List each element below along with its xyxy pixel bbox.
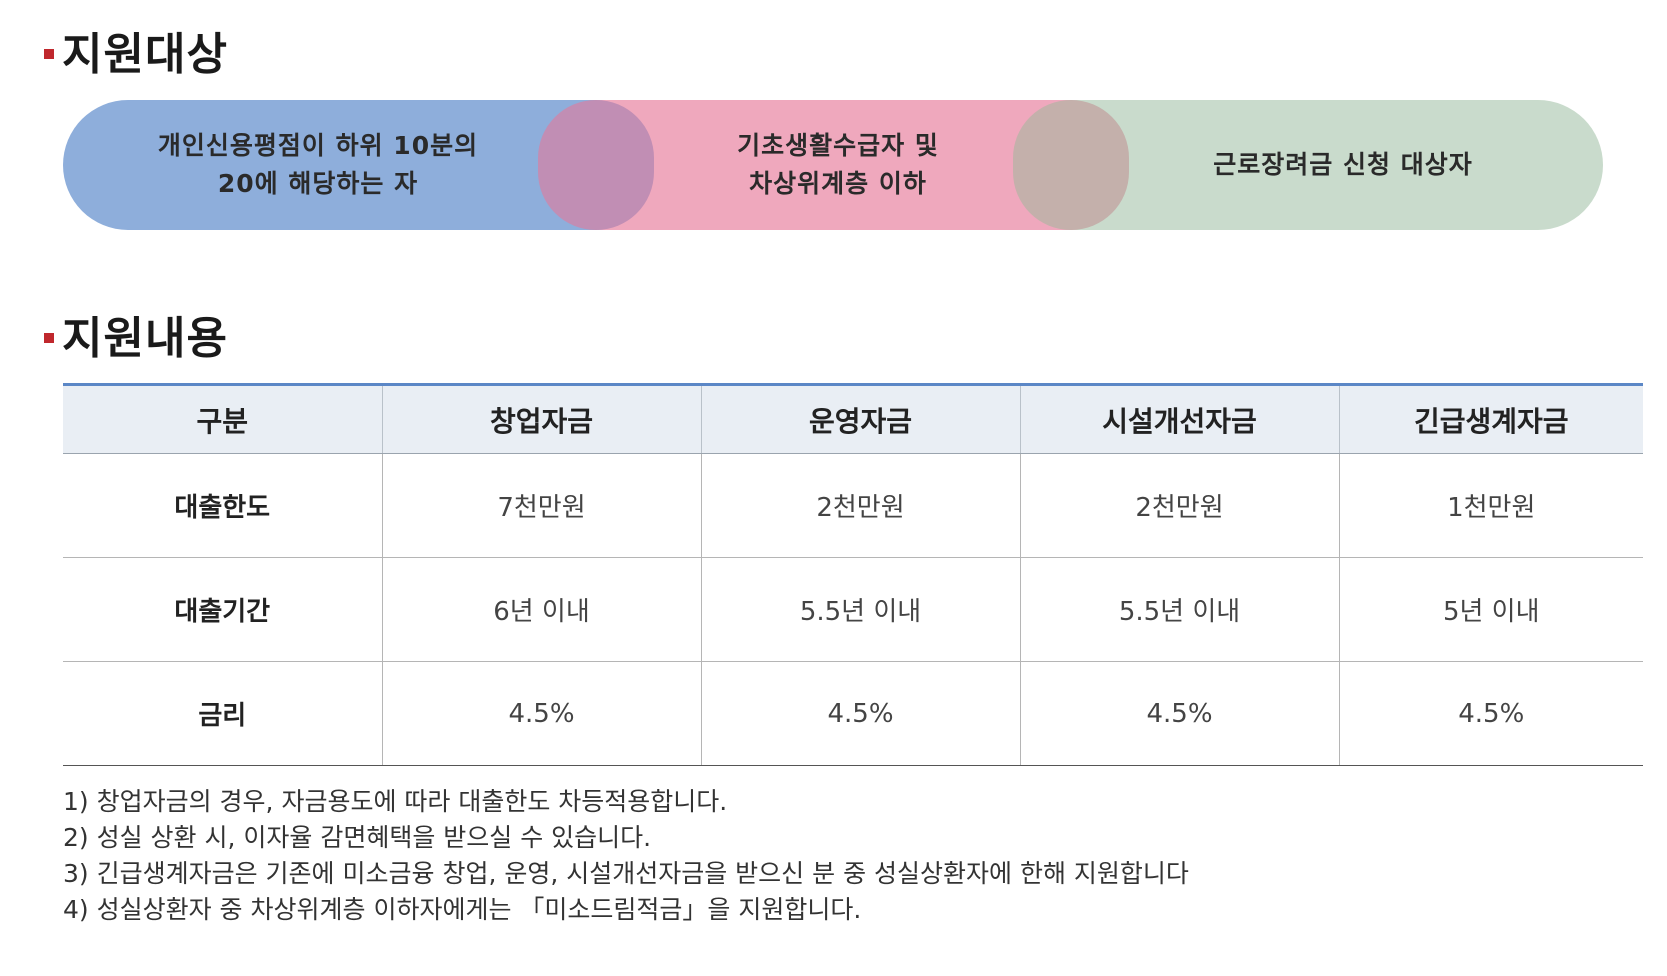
row-label-loan-limit: 대출한도 bbox=[63, 453, 382, 558]
table-cell: 2천만원 bbox=[1019, 453, 1339, 558]
target-pill-line: 차상위계층 이하 bbox=[749, 169, 927, 198]
square-bullet-icon bbox=[44, 49, 54, 59]
footnote-item: 4) 성실상환자 중 차상위계층 이하자에게는 「미소드림적금」을 지원합니다. bbox=[63, 895, 862, 924]
table-header-row: 구분 창업자금 운영자금 시설개선자금 긴급생계자금 bbox=[63, 384, 1643, 454]
section-title-support-content: 지원내용 bbox=[44, 302, 228, 366]
section-title-text: 지원내용 bbox=[62, 313, 228, 364]
table-cell: 1천만원 bbox=[1338, 453, 1643, 558]
pill-overlap-circle bbox=[538, 100, 654, 230]
table-header-operating-fund: 운영자금 bbox=[700, 384, 1020, 454]
table-cell: 5.5년 이내 bbox=[700, 557, 1020, 662]
row-label-interest-rate: 금리 bbox=[63, 661, 382, 766]
target-pill-line: 개인신용평점이 하위 10분의 bbox=[157, 131, 479, 160]
table-cell: 4.5% bbox=[1019, 661, 1339, 766]
square-bullet-icon bbox=[44, 333, 54, 343]
table-header-startup-fund: 창업자금 bbox=[381, 384, 701, 454]
table-row: 대출한도 7천만원 2천만원 2천만원 1천만원 bbox=[63, 453, 1643, 558]
section-title-text: 지원대상 bbox=[62, 29, 228, 80]
table-cell: 7천만원 bbox=[381, 453, 701, 558]
footnotes: 1) 창업자금의 경우, 자금용도에 따라 대출한도 차등적용합니다. 2) 성… bbox=[63, 784, 1189, 928]
table-header-category: 구분 bbox=[63, 384, 382, 454]
footnote-item: 1) 창업자금의 경우, 자금용도에 따라 대출한도 차등적용합니다. bbox=[63, 787, 728, 816]
row-label-loan-period: 대출기간 bbox=[63, 557, 382, 662]
pill-overlap-circle bbox=[1013, 100, 1129, 230]
table-header-facility-fund: 시설개선자금 bbox=[1019, 384, 1339, 454]
table-cell: 5.5년 이내 bbox=[1019, 557, 1339, 662]
footnote-item: 2) 성실 상환 시, 이자율 감면혜택을 받으실 수 있습니다. bbox=[63, 823, 652, 852]
table-cell: 4.5% bbox=[1338, 661, 1643, 766]
target-pill-line: 20에 해당하는 자 bbox=[217, 169, 419, 198]
table-cell: 5년 이내 bbox=[1338, 557, 1643, 662]
table-cell: 4.5% bbox=[381, 661, 701, 766]
table-cell: 4.5% bbox=[700, 661, 1020, 766]
table-cell: 6년 이내 bbox=[381, 557, 701, 662]
support-content-table: 구분 창업자금 운영자금 시설개선자금 긴급생계자금 대출한도 7천만원 2천만… bbox=[63, 383, 1643, 766]
table-cell: 2천만원 bbox=[700, 453, 1020, 558]
footnote-item: 3) 긴급생계자금은 기존에 미소금융 창업, 운영, 시설개선자금을 받으신 … bbox=[63, 859, 1189, 888]
support-target-diagram: 개인신용평점이 하위 10분의 20에 해당하는 자 기초생활수급자 및 차상위… bbox=[63, 100, 1603, 230]
target-pill-line: 기초생활수급자 및 bbox=[737, 131, 939, 160]
target-pill-line: 근로장려금 신청 대상자 bbox=[1213, 150, 1473, 179]
table-header-emergency-fund: 긴급생계자금 bbox=[1338, 384, 1643, 454]
section-title-support-target: 지원대상 bbox=[44, 18, 228, 82]
table-row: 금리 4.5% 4.5% 4.5% 4.5% bbox=[63, 661, 1643, 766]
table-row: 대출기간 6년 이내 5.5년 이내 5.5년 이내 5년 이내 bbox=[63, 557, 1643, 662]
